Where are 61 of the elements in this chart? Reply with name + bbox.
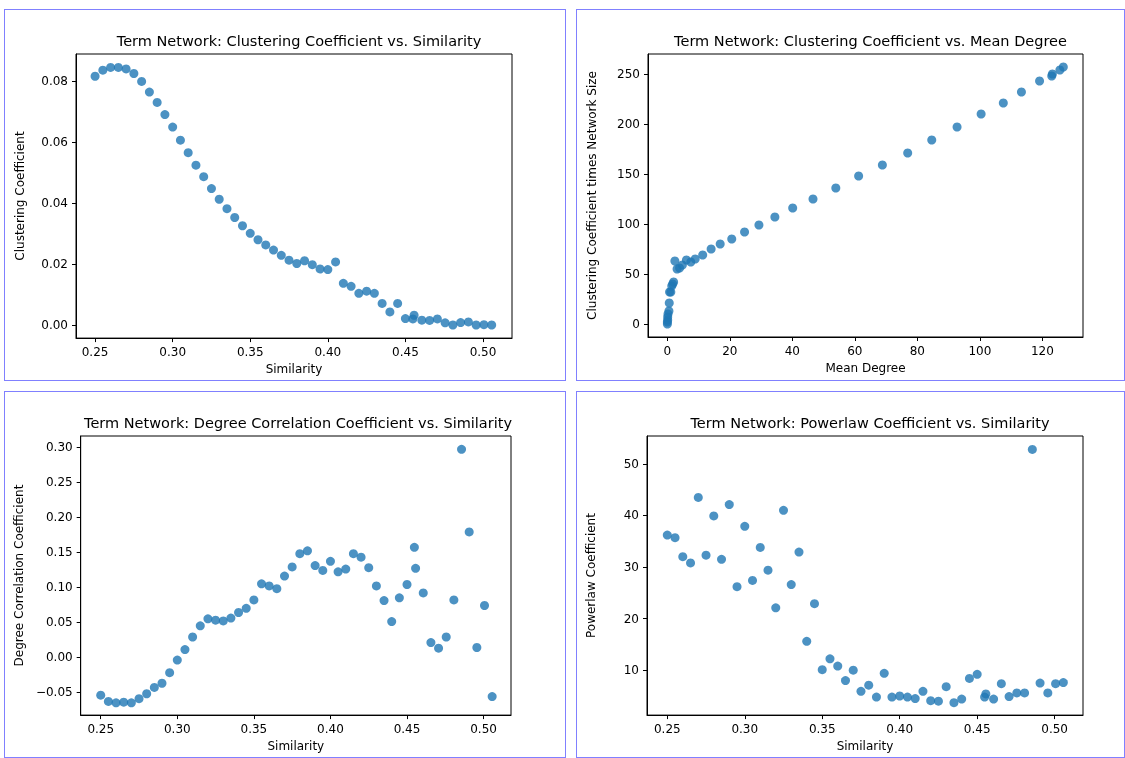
x-tick-label: 120 bbox=[1030, 344, 1054, 358]
x-tick-label: 0.30 bbox=[163, 722, 191, 737]
y-tick-label: 0.06 bbox=[41, 135, 68, 150]
y-tick-label: 0.00 bbox=[45, 650, 73, 665]
y-tick-label: 0.10 bbox=[45, 580, 73, 595]
y-tick-label: −0.05 bbox=[35, 685, 73, 700]
y-tick-label: 100 bbox=[617, 217, 640, 231]
y-tick-label: 150 bbox=[617, 167, 640, 181]
y-tick-label: 50 bbox=[624, 267, 640, 281]
x-tick-label: 0.50 bbox=[1041, 722, 1069, 737]
chart-title: Term Network: Powerlaw Coefficient vs. Similarity bbox=[689, 414, 1051, 431]
y-tick-label: 0.05 bbox=[45, 615, 73, 630]
x-tick-label: 0.40 bbox=[886, 722, 914, 737]
chart-title: Term Network: Clustering Coefficient vs. Similarity bbox=[115, 32, 482, 49]
y-tick-label: 0.02 bbox=[41, 257, 68, 272]
y-tick-label: 0.00 bbox=[41, 318, 68, 333]
x-tick-label: 0.35 bbox=[236, 345, 264, 360]
y-tick-label: 40 bbox=[623, 508, 639, 523]
y-tick-label: 0.20 bbox=[45, 510, 73, 525]
x-tick-label: 0.25 bbox=[653, 722, 681, 737]
y-axis-title: Degree Correlation Coefficient bbox=[12, 484, 26, 667]
x-tick-label: 20 bbox=[722, 344, 738, 358]
y-tick-label: 0.25 bbox=[45, 475, 73, 490]
x-tick-label: 0.50 bbox=[470, 722, 497, 737]
chart-title: Term Network: Clustering Coefficient vs. Mean Degree bbox=[673, 32, 1068, 49]
x-tick-label: 100 bbox=[968, 344, 992, 358]
y-axis-title: Powerlaw Coefficient bbox=[584, 512, 598, 639]
x-tick-label: 0.25 bbox=[81, 345, 109, 360]
x-axis-title: Similarity bbox=[265, 362, 323, 376]
x-tick-label: 0.40 bbox=[314, 345, 342, 360]
y-tick-label: 20 bbox=[623, 611, 639, 626]
x-tick-label: 40 bbox=[784, 344, 801, 358]
y-tick-label: 200 bbox=[617, 117, 640, 131]
x-tick-label: 60 bbox=[847, 344, 863, 358]
y-tick-label: 0.30 bbox=[45, 440, 73, 455]
y-tick-label: 0 bbox=[632, 317, 640, 331]
y-tick-label: 0.08 bbox=[41, 74, 68, 89]
x-tick-label: 0.45 bbox=[392, 345, 419, 360]
x-tick-label: 80 bbox=[909, 344, 926, 358]
y-tick-label: 10 bbox=[623, 663, 639, 678]
x-tick-label: 0.50 bbox=[469, 345, 497, 360]
x-tick-label: 0.45 bbox=[963, 722, 991, 737]
x-tick-label: 0.35 bbox=[240, 722, 268, 737]
x-tick-label: 0.25 bbox=[87, 722, 115, 737]
x-tick-label: 0.45 bbox=[393, 722, 421, 737]
x-axis-title: Similarity bbox=[267, 739, 325, 753]
chart-title: Term Network: Degree Correlation Coefficient vs. Similarity bbox=[83, 414, 513, 431]
y-axis-title: Clustering Coefficient times Network Size bbox=[585, 71, 599, 320]
y-tick-label: 250 bbox=[617, 67, 640, 81]
x-tick-label: 0 bbox=[663, 344, 672, 358]
x-axis-title: Similarity bbox=[836, 739, 894, 753]
x-tick-label: 0.30 bbox=[159, 345, 187, 360]
x-tick-label: 0.40 bbox=[317, 722, 344, 737]
y-tick-label: 30 bbox=[623, 560, 639, 575]
y-axis-title: Clustering Coefficient bbox=[13, 131, 27, 261]
x-axis-title: Mean Degree bbox=[825, 360, 906, 375]
y-tick-label: 0.04 bbox=[41, 196, 68, 211]
y-tick-label: 0.15 bbox=[45, 545, 73, 560]
x-tick-label: 0.30 bbox=[731, 722, 759, 737]
y-tick-label: 50 bbox=[623, 456, 639, 471]
x-tick-label: 0.35 bbox=[808, 722, 836, 737]
